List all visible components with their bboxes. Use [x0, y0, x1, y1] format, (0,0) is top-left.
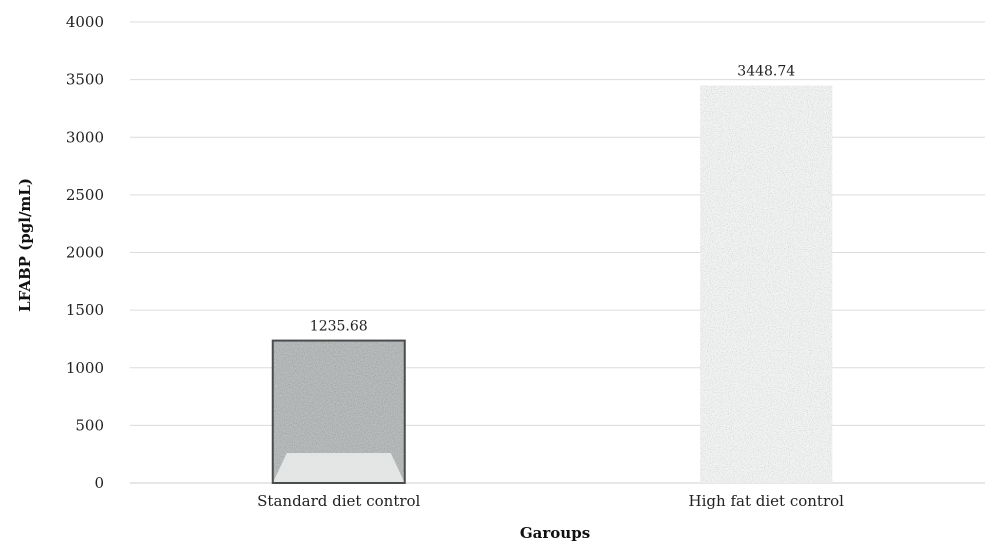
bar-outline: [271, 339, 406, 485]
x-category-label: High fat diet control: [689, 492, 845, 510]
data-labels: 1235.68 3448.74: [310, 64, 795, 335]
y-tick-label: 2500: [66, 186, 104, 204]
y-tick-label: 3500: [66, 71, 104, 89]
x-axis-categories: Standard diet control High fat diet contr…: [257, 492, 844, 510]
x-axis-title: Garoups: [520, 524, 590, 542]
y-axis-title: LFABP (pgl/mL): [16, 178, 34, 312]
bar: [700, 85, 833, 483]
y-tick-label: 0: [94, 474, 104, 492]
data-label: 3448.74: [737, 64, 795, 80]
y-tick-label: 1500: [66, 301, 104, 319]
y-tick-label: 4000: [66, 13, 104, 31]
y-tick-label: 2000: [66, 244, 104, 262]
bars: [271, 85, 833, 485]
y-tick-label: 500: [75, 416, 104, 434]
data-label: 1235.68: [310, 319, 368, 335]
y-tick-label: 3000: [66, 128, 104, 146]
gridlines: [130, 21, 985, 484]
x-category-label: Standard diet control: [257, 492, 420, 510]
y-axis-ticks: 0 500 1000 1500 2000 2500 3000 3500 4000: [66, 13, 104, 492]
y-tick-label: 1000: [66, 359, 104, 377]
bar-bevel-highlight: [272, 453, 405, 483]
